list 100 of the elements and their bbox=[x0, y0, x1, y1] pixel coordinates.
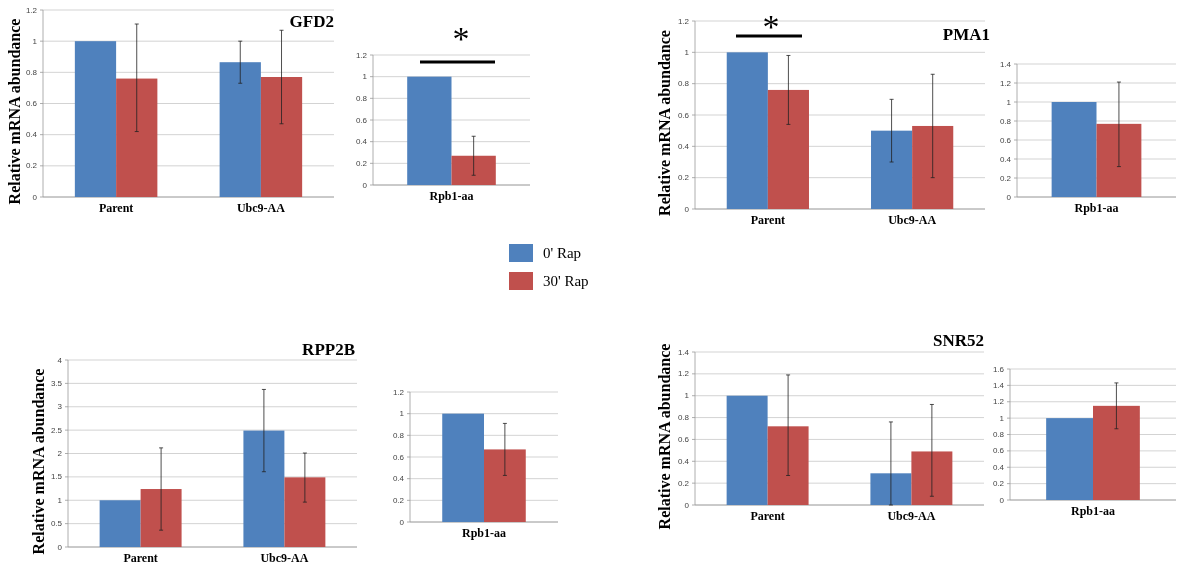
chart-title: GFD2 bbox=[289, 12, 334, 31]
y-tick-label: 0.6 bbox=[677, 110, 690, 120]
x-tick-label: Rpb1-aa bbox=[1070, 504, 1116, 518]
y-tick-label: 4 bbox=[57, 355, 63, 365]
y-tick-label: 3.5 bbox=[50, 378, 63, 388]
chart-title: RPP2B bbox=[302, 340, 355, 359]
y-tick-label: 1.6 bbox=[992, 364, 1005, 374]
y-tick-label: 1.2 bbox=[992, 397, 1005, 407]
y-tick-label: 0.6 bbox=[355, 115, 368, 125]
y-tick-label: 0 bbox=[362, 180, 368, 190]
y-tick-label: 0.2 bbox=[677, 478, 690, 488]
y-tick-label: 0.8 bbox=[25, 67, 38, 77]
y-tick-label: 0.8 bbox=[355, 93, 368, 103]
x-tick-label: Parent bbox=[750, 509, 785, 523]
y-tick-label: 1.2 bbox=[677, 16, 690, 26]
bar bbox=[912, 125, 954, 209]
y-tick-label: 0.2 bbox=[392, 495, 405, 505]
bar bbox=[99, 500, 141, 547]
y-tick-label: 0.8 bbox=[992, 430, 1005, 440]
legend-label: 30' Rap bbox=[543, 273, 589, 289]
x-tick-label: Rpb1-aa bbox=[429, 189, 474, 203]
x-tick-label: Ubc9-AA bbox=[888, 213, 937, 227]
y-tick-label: 1.4 bbox=[999, 59, 1012, 69]
y-tick-label: 0.8 bbox=[392, 430, 405, 440]
y-tick-label: 1 bbox=[1006, 97, 1012, 107]
bar bbox=[140, 489, 182, 547]
y-tick-label: 0 bbox=[399, 517, 405, 527]
bar bbox=[116, 78, 158, 197]
y-tick-label: 0.4 bbox=[355, 137, 368, 147]
y-tick-label: 0.6 bbox=[999, 135, 1012, 145]
y-tick-label: 0.6 bbox=[992, 446, 1005, 456]
y-tick-label: 0.4 bbox=[392, 474, 405, 484]
x-tick-label: Rpb1-aa bbox=[1074, 201, 1119, 215]
y-tick-label: 0.4 bbox=[677, 141, 690, 151]
y-tick-label: 0.2 bbox=[677, 173, 690, 183]
y-tick-label: 0.2 bbox=[355, 158, 368, 168]
y-tick-label: 0.6 bbox=[677, 434, 690, 444]
bar bbox=[870, 473, 912, 505]
y-axis-title: Relative mRNA abundance bbox=[656, 343, 673, 530]
y-axis-title: Relative mRNA abundance bbox=[30, 368, 47, 555]
y-tick-label: 2 bbox=[57, 449, 63, 459]
y-tick-label: 1 bbox=[684, 47, 690, 57]
annotation: * bbox=[452, 20, 470, 57]
bar bbox=[726, 52, 768, 209]
bar bbox=[219, 62, 261, 197]
y-tick-label: 0.8 bbox=[677, 413, 690, 423]
y-tick-label: 0 bbox=[32, 192, 38, 202]
x-tick-label: Ubc9-AA bbox=[887, 509, 936, 523]
y-tick-label: 1 bbox=[399, 409, 405, 419]
y-tick-label: 0.4 bbox=[992, 462, 1005, 472]
y-axis-title: Relative mRNA abundance bbox=[6, 18, 23, 205]
y-tick-label: 0 bbox=[57, 542, 63, 552]
y-tick-label: 1.2 bbox=[392, 387, 405, 397]
y-tick-label: 1.2 bbox=[355, 50, 368, 60]
y-tick-label: 1 bbox=[32, 36, 38, 46]
y-tick-label: 1 bbox=[999, 413, 1005, 423]
chart-title: PMA1 bbox=[942, 25, 990, 44]
y-tick-label: 0.6 bbox=[25, 99, 38, 109]
y-tick-label: 0 bbox=[684, 500, 690, 510]
bar bbox=[284, 477, 326, 547]
bar bbox=[726, 395, 768, 505]
y-axis-title: Relative mRNA abundance bbox=[656, 30, 673, 216]
x-tick-label: Parent bbox=[123, 551, 158, 565]
bar bbox=[260, 77, 303, 197]
bar bbox=[767, 426, 809, 505]
y-tick-label: 0.4 bbox=[999, 154, 1012, 164]
x-tick-label: Parent bbox=[750, 213, 786, 227]
y-tick-label: 1.4 bbox=[677, 347, 690, 357]
bar bbox=[243, 430, 285, 547]
y-tick-label: 1.2 bbox=[25, 5, 38, 15]
y-tick-label: 0.2 bbox=[999, 173, 1012, 183]
chart-title: SNR52 bbox=[932, 331, 984, 350]
y-tick-label: 1 bbox=[57, 495, 63, 505]
y-tick-label: 1 bbox=[362, 72, 368, 82]
legend-label: 0' Rap bbox=[543, 245, 582, 261]
y-tick-label: 1 bbox=[684, 391, 690, 401]
y-tick-label: 0.8 bbox=[677, 79, 690, 89]
y-tick-label: 2.5 bbox=[50, 425, 63, 435]
y-tick-label: 0 bbox=[1006, 192, 1012, 202]
y-tick-label: 0.8 bbox=[999, 116, 1012, 126]
y-tick-label: 0 bbox=[684, 204, 690, 214]
y-tick-label: 0.2 bbox=[25, 161, 38, 171]
y-tick-label: 0.4 bbox=[25, 130, 38, 140]
bar bbox=[767, 89, 809, 209]
annotation: * bbox=[762, 8, 780, 45]
y-tick-label: 1.2 bbox=[999, 78, 1012, 88]
y-tick-label: 3 bbox=[57, 402, 63, 412]
bar bbox=[911, 451, 953, 505]
y-tick-label: 0.6 bbox=[392, 452, 405, 462]
y-tick-label: 1.2 bbox=[677, 369, 690, 379]
y-tick-label: 0.2 bbox=[992, 479, 1005, 489]
y-tick-label: 0.4 bbox=[677, 456, 690, 466]
y-tick-label: 0 bbox=[999, 495, 1005, 505]
y-tick-label: 1.5 bbox=[50, 472, 63, 482]
x-tick-label: Parent bbox=[98, 201, 134, 215]
bar bbox=[74, 41, 117, 197]
y-tick-label: 1.4 bbox=[992, 380, 1005, 390]
x-tick-label: Rpb1-aa bbox=[461, 526, 507, 540]
x-tick-label: Ubc9-AA bbox=[260, 551, 309, 565]
y-tick-label: 0.5 bbox=[50, 519, 63, 529]
